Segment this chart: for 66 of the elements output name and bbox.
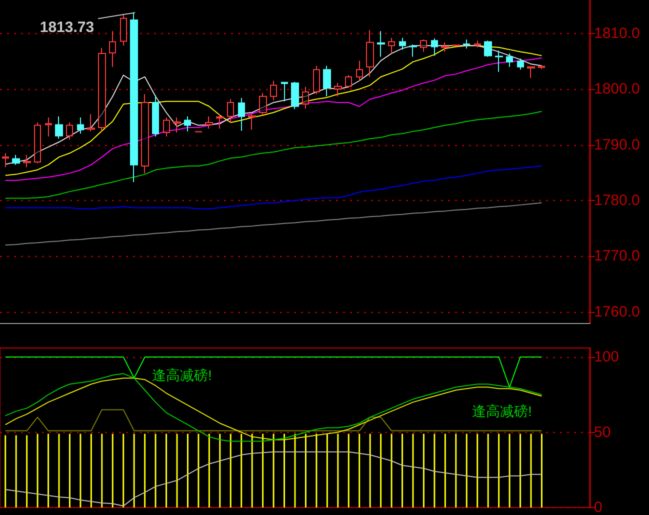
candlestick <box>98 47 106 132</box>
candlestick <box>77 117 84 134</box>
candlestick <box>474 40 481 48</box>
candlestick <box>130 12 138 183</box>
candlestick <box>120 14 127 46</box>
candlestick <box>538 65 545 70</box>
candlestick <box>87 114 95 132</box>
candlestick <box>216 114 224 130</box>
y-tick-label: 100 <box>594 348 620 366</box>
candlestick <box>205 116 213 130</box>
candlestick <box>345 74 352 88</box>
candlestick <box>259 92 267 116</box>
candlestick <box>23 154 31 168</box>
y-tick-label: 1790.0 <box>594 136 640 154</box>
y-tick-label: 1770.0 <box>594 248 640 265</box>
candlestick <box>141 94 149 174</box>
candlestick <box>334 82 342 97</box>
y-tick-label: 50 <box>594 424 611 441</box>
candlestick <box>163 117 170 137</box>
candlestick <box>109 30 116 68</box>
candlestick <box>377 30 385 58</box>
candlestick <box>281 81 288 102</box>
line-series <box>4 202 542 246</box>
candlestick <box>2 152 9 168</box>
candlestick <box>302 86 309 110</box>
y-tick-label: 1780.0 <box>594 192 640 209</box>
candlestick <box>388 37 395 54</box>
candlestick <box>184 116 191 132</box>
candlestick <box>45 117 52 137</box>
candlestick <box>323 65 331 97</box>
candlestick <box>55 116 63 140</box>
candlestick <box>66 122 73 140</box>
candlestick <box>291 81 299 110</box>
y-tick-label: 1810.0 <box>594 24 640 42</box>
candlestick <box>366 30 374 78</box>
candlestick <box>399 37 406 50</box>
candlestick <box>506 52 513 68</box>
candlestick <box>452 44 460 47</box>
annotation: 逢高减磅! <box>152 367 212 383</box>
candlestick <box>313 65 320 95</box>
y-tick-label: 1760.0 <box>594 303 640 320</box>
candlestick <box>34 122 41 164</box>
candlestick <box>173 117 181 134</box>
line-series <box>4 165 542 210</box>
y-tick-label: 0 <box>594 499 602 515</box>
y-tick-label: 1800.0 <box>594 80 640 98</box>
candlestick <box>495 50 503 72</box>
candlestick <box>152 94 159 137</box>
line-series <box>4 110 542 199</box>
line-series <box>4 451 542 506</box>
candlestick <box>527 66 535 78</box>
candlestick <box>517 58 524 70</box>
candlestick <box>420 39 427 52</box>
annotation: 逢高减磅! <box>472 403 532 419</box>
candlestick <box>248 114 256 130</box>
candlestick <box>441 42 449 52</box>
candlestick <box>270 80 277 101</box>
annotation: 1813.73 <box>40 19 94 36</box>
candlestick <box>431 38 438 56</box>
candlestick <box>484 40 492 58</box>
candlestick <box>463 39 470 49</box>
candlestick <box>409 44 417 58</box>
candlestick <box>238 98 245 132</box>
candlestick <box>356 60 363 82</box>
candlestick <box>12 154 20 166</box>
candlestick <box>227 98 234 124</box>
